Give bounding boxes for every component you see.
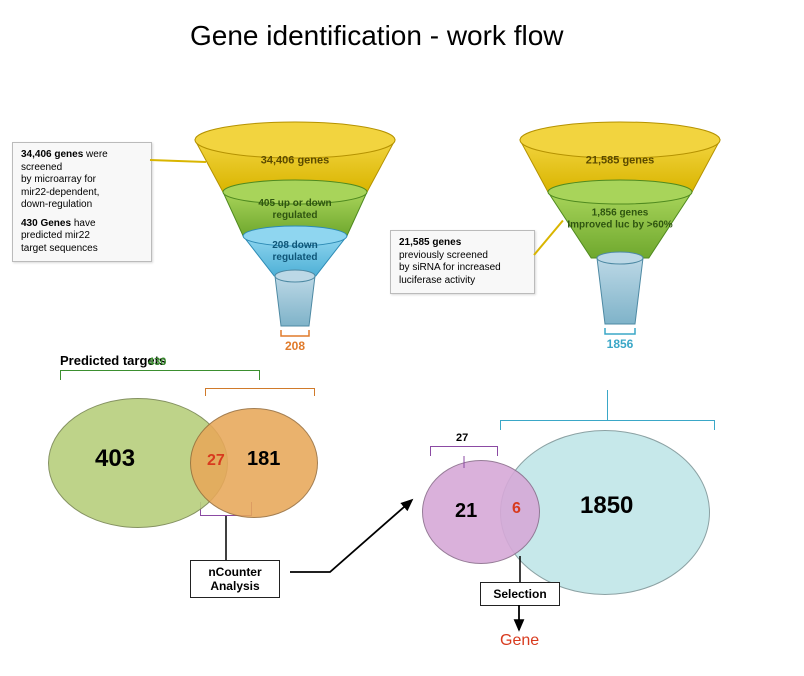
pointer-line-sirna — [533, 220, 563, 256]
box-selection: Selection — [480, 582, 560, 606]
svg-text:1,856 genes: 1,856 genes — [592, 208, 649, 219]
box-ncounter: nCounterAnalysis — [190, 560, 280, 598]
svg-text:405 up or down: 405 up or down — [258, 198, 331, 209]
funnel-title-sirna: siRNA HTS — [560, 122, 628, 137]
venn2-circle-a — [422, 460, 540, 564]
svg-text:Improved luc by >60%: Improved luc by >60% — [567, 220, 672, 231]
funnel-title-microarray: Microarray — [260, 122, 326, 137]
bracket-27-top — [430, 446, 498, 456]
svg-text:34,406 genes: 34,406 genes — [261, 154, 330, 166]
arrows-svg — [0, 0, 804, 676]
svg-text:regulated: regulated — [272, 210, 317, 221]
callout-microarray: 34,406 genes werescreenedby microarray f… — [12, 142, 152, 262]
bracket-430-label: 430 — [148, 356, 166, 368]
gene-label: Gene — [500, 632, 539, 650]
svg-text:regulated: regulated — [272, 252, 317, 263]
svg-text:1856: 1856 — [607, 337, 634, 351]
venn2-label-a: 21 — [455, 500, 477, 523]
venn2-label-b: 1850 — [580, 492, 633, 520]
pointer-line-microarray — [150, 159, 206, 163]
bracket-1856 — [500, 420, 715, 430]
venn1-label-b: 181 — [247, 448, 280, 471]
page-title: Gene identification - work flow — [190, 20, 564, 52]
svg-text:208: 208 — [285, 339, 305, 353]
bracket-208 — [205, 388, 315, 396]
venn2-label-mid: 6 — [512, 500, 521, 518]
callout-sirna: 21,585 genespreviously screenedby siRNA … — [390, 230, 535, 294]
svg-text:21,585 genes: 21,585 genes — [586, 154, 655, 166]
venn1-label-a: 403 — [95, 445, 135, 473]
bracket-27-label: 27 — [456, 432, 468, 444]
venn1-label-mid: 27 — [207, 452, 225, 470]
bracket-430 — [60, 370, 260, 380]
svg-text:208 down: 208 down — [272, 240, 318, 251]
